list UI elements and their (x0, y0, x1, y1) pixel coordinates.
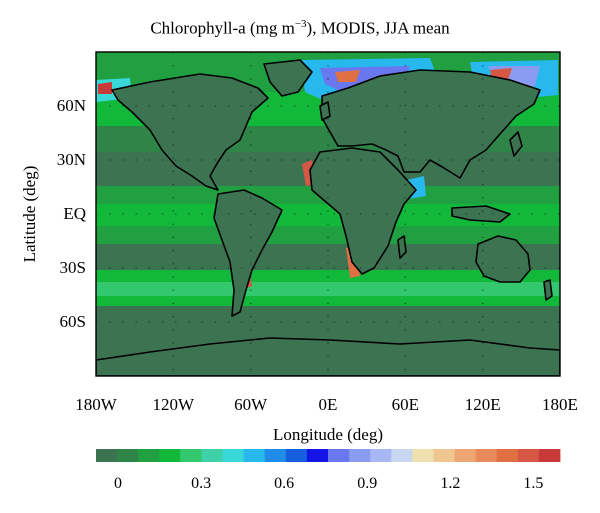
x-tick-label: 180E (542, 395, 578, 414)
y-tick-label: EQ (63, 204, 86, 223)
y-tick-label: 30S (59, 258, 86, 277)
indonesia (451, 205, 511, 223)
colorbar-tick-label: 1.2 (440, 475, 461, 492)
x-tick-label: 0E (318, 395, 338, 414)
antarctica (96, 337, 560, 376)
x-tick-label: 60W (234, 395, 268, 414)
y-tick-label: 60S (59, 312, 86, 331)
southern-ocean-core (96, 282, 560, 296)
high-chl-patch-1 (335, 70, 360, 82)
south-america (213, 189, 283, 317)
x-tick-label: 120W (152, 395, 195, 414)
equatorial-core (96, 204, 560, 226)
colorbar-tick-label: 0 (114, 475, 122, 492)
madagascar (397, 235, 407, 259)
new-zealand (543, 279, 553, 301)
australia (475, 235, 531, 283)
x-tick-label: 60E (391, 395, 420, 414)
colorbar-tick-label: 0.3 (191, 475, 212, 492)
x-axis-label: Longitude (deg) (273, 425, 383, 444)
high-chl-patch-3 (98, 82, 112, 94)
north-america (111, 73, 269, 191)
land-masses (96, 59, 560, 376)
x-tick-label: 180W (75, 395, 117, 414)
y-tick-label: 60N (56, 96, 86, 115)
colorbar-tick-label: 0.9 (357, 475, 378, 492)
x-tick-label: 120E (464, 395, 501, 414)
map-frame (95, 51, 561, 377)
japan (509, 131, 523, 157)
graticule (96, 52, 560, 376)
colorbar-tick-label: 1.5 (523, 475, 544, 492)
eurasia (321, 69, 541, 179)
greenland (263, 59, 313, 97)
y-tick-label: 30N (56, 150, 86, 169)
uk (319, 101, 331, 121)
colorbar-tick-label: 0.6 (274, 475, 295, 492)
chart-title: Chlorophyll-a (mg m−3), MODIS, JJA mean (150, 18, 450, 38)
